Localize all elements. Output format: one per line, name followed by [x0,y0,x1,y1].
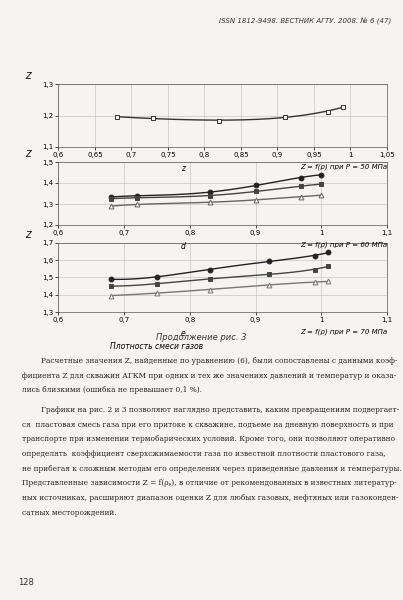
Text: сатных месторождений.: сатных месторождений. [22,509,117,517]
Text: Расчетные значения Z, найденные по уравнению (6), были сопоставлены с данными ко: Расчетные значения Z, найденные по уравн… [22,357,397,365]
Text: z: z [181,164,185,173]
Text: d: d [181,242,186,251]
Text: ся  пластовая смесь газа при его притоке к скважине, подъеме на дневную поверхно: ся пластовая смесь газа при его притоке … [22,421,394,428]
Text: Z: Z [25,230,31,239]
Text: транспорте при изменении термобарических условий. Кроме того, они позволяют опер: транспорте при изменении термобарических… [22,436,395,443]
Text: Z: Z [25,72,31,81]
Text: Z: Z [25,150,31,159]
Text: не прибегая к сложным методам его определения через приведенные давления и темпе: не прибегая к сложным методам его опреде… [22,464,402,473]
Text: лись близкими (ошибка не превышает 0,1 %).: лись близкими (ошибка не превышает 0,1 %… [22,386,202,394]
Text: Z = f(ρ) при P = 50 МПа: Z = f(ρ) при P = 50 МПа [300,164,387,170]
Text: Графики на рис. 2 и 3 позволяют наглядно представить, каким превращениям подверг: Графики на рис. 2 и 3 позволяют наглядно… [22,406,399,414]
Text: e: e [181,329,186,338]
Text: Плотность смеси газов: Плотность смеси газов [110,342,204,351]
Text: определять  коэффициент сверхсжимаемости газа по известной плотности пластового : определять коэффициент сверхсжимаемости … [22,450,386,458]
Text: 128: 128 [18,578,34,587]
Text: ных источниках, расширяют диапазон оценки Z для любых газовых, нефтяных или газо: ных источниках, расширяют диапазон оценк… [22,494,399,502]
Text: Z = f(ρ) при P = 70 МПа: Z = f(ρ) при P = 70 МПа [300,329,387,335]
Text: Продолжение рис. 3: Продолжение рис. 3 [156,333,247,342]
Text: фициента Z для скважин АГКМ при одних и тех же значениях давлений и температур и: фициента Z для скважин АГКМ при одних и … [22,371,397,380]
Text: Представленные зависимости Z = f(ρᵨ), в отличие от рекомендованных в известных л: Представленные зависимости Z = f(ρᵨ), в … [22,479,397,487]
Text: Z = f(ρ) при P = 60 МПа: Z = f(ρ) при P = 60 МПа [300,242,387,248]
Text: ISSN 1812-9498. ВЕСТНИК АГТУ. 2008. № 6 (47): ISSN 1812-9498. ВЕСТНИК АГТУ. 2008. № 6 … [219,17,391,25]
